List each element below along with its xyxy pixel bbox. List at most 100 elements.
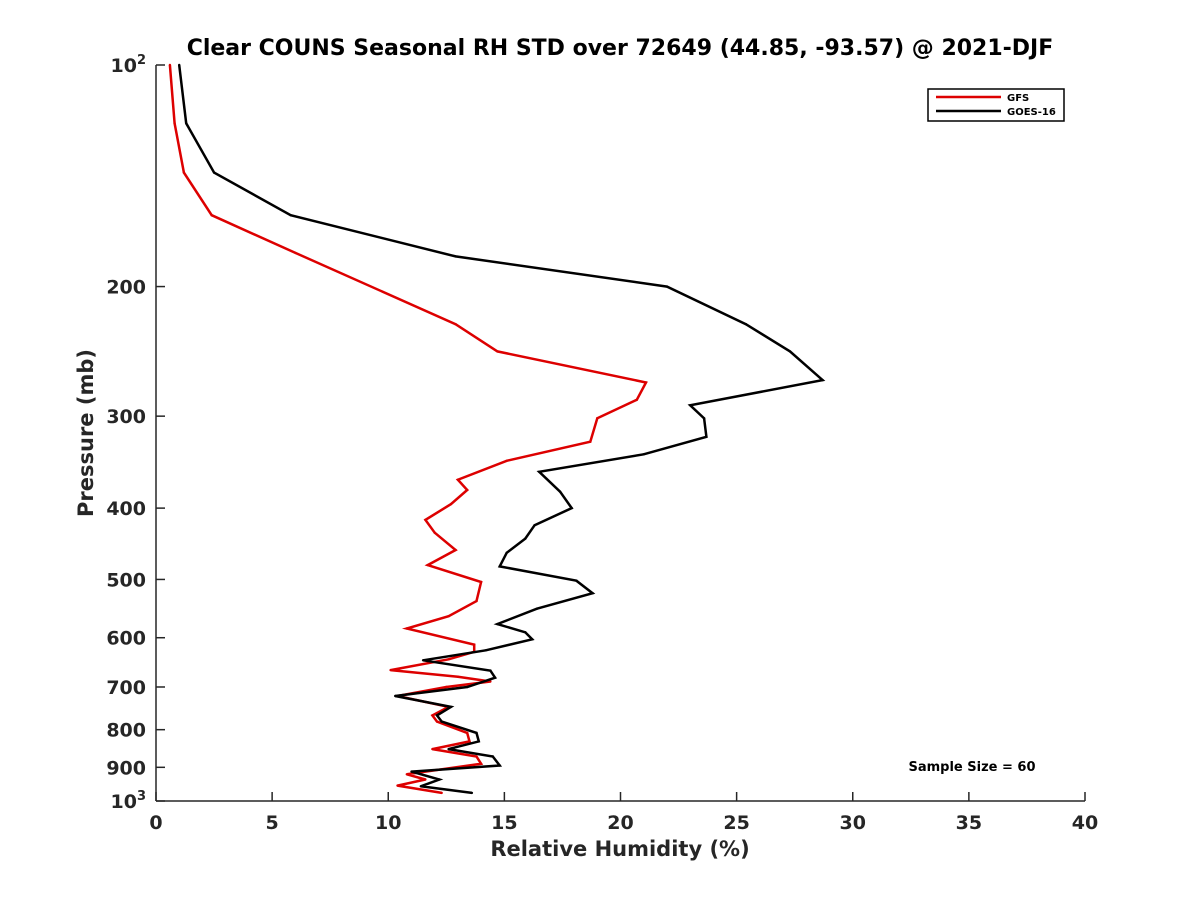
y-tick-label: 400: [106, 498, 146, 520]
x-tick-label: 5: [266, 812, 279, 834]
y-tick-label: 500: [106, 569, 146, 591]
data-point-goes-16: [394, 694, 397, 698]
data-point-goes-16: [489, 669, 492, 672]
data-point-goes-16: [496, 622, 499, 626]
data-point-goes-16: [493, 676, 497, 679]
data-point-gfs: [424, 518, 427, 522]
data-point-gfs: [435, 720, 439, 723]
data-point-gfs: [447, 658, 450, 661]
data-point-goes-16: [705, 435, 708, 438]
data-point-gfs: [431, 714, 434, 717]
data-point-gfs: [466, 731, 469, 735]
y-tick-label-exponent: 2: [137, 53, 146, 68]
data-point-goes-16: [419, 785, 422, 788]
sample-size-annotation: Sample Size = 60: [908, 760, 1035, 775]
series-layer: [168, 63, 826, 795]
x-tick-label: 40: [1072, 812, 1098, 834]
y-tick-label: 200: [106, 277, 146, 299]
data-point-goes-16: [421, 659, 425, 662]
series-line-goes-16: [177, 64, 826, 795]
data-point-gfs: [596, 417, 599, 420]
data-point-gfs: [456, 478, 460, 481]
data-point-goes-16: [744, 323, 748, 326]
x-axis-title: Relative Humidity (%): [490, 837, 749, 861]
x-ticks: 0 5 10 15 20 25 30 35 40: [149, 792, 1098, 834]
data-point-goes-16: [570, 506, 573, 510]
y-tick-label: 102: [111, 53, 147, 77]
data-point-goes-16: [470, 791, 474, 795]
data-point-gfs: [396, 784, 399, 787]
data-point-goes-16: [454, 255, 457, 258]
data-point-gfs: [294, 251, 297, 255]
data-point-gfs: [405, 773, 408, 776]
data-point-goes-16: [558, 490, 562, 493]
data-point-gfs: [447, 615, 450, 618]
data-point-goes-16: [702, 417, 706, 420]
data-point-gfs: [440, 791, 443, 795]
legend-label-goes-16: GOES-16: [1007, 107, 1056, 118]
x-tick-label: 15: [491, 812, 517, 834]
data-point-goes-16: [535, 607, 539, 610]
data-point-goes-16: [410, 770, 413, 773]
data-point-goes-16: [689, 404, 692, 407]
y-axis-title: Pressure (mb): [74, 349, 98, 517]
data-point-goes-16: [665, 285, 669, 288]
data-point-goes-16: [821, 378, 824, 382]
data-point-gfs: [182, 171, 186, 174]
chart-title: Clear COUNS Seasonal RH STD over 72649 (…: [187, 36, 1054, 61]
data-point-goes-16: [447, 747, 450, 751]
data-point-gfs: [475, 599, 478, 603]
legend-label-gfs: GFS: [1007, 93, 1029, 104]
data-point-goes-16: [466, 685, 469, 689]
data-point-gfs: [468, 740, 471, 743]
y-tick-label-base: 10: [111, 791, 137, 813]
data-point-gfs: [475, 755, 478, 758]
data-point-goes-16: [178, 63, 181, 67]
data-point-gfs: [473, 643, 476, 646]
data-point-gfs: [505, 459, 508, 462]
data-point-gfs: [635, 398, 638, 401]
data-point-goes-16: [524, 537, 527, 540]
data-point-gfs: [644, 381, 648, 384]
data-point-goes-16: [591, 592, 594, 595]
data-point-gfs: [445, 685, 448, 689]
data-point-goes-16: [575, 579, 578, 582]
data-point-gfs: [449, 502, 453, 506]
data-point-gfs: [173, 122, 176, 125]
y-tick-label-base: 10: [111, 55, 137, 77]
data-point-gfs: [454, 548, 457, 552]
legend: GFS GOES-16: [927, 88, 1065, 122]
data-point-gfs: [479, 762, 483, 765]
data-point-goes-16: [531, 638, 534, 641]
x-tick-label: 10: [375, 812, 401, 834]
data-point-goes-16: [435, 714, 439, 717]
data-point-gfs: [389, 668, 392, 672]
data-point-gfs: [210, 214, 213, 217]
legend-box: [927, 88, 1065, 122]
data-point-goes-16: [484, 649, 487, 652]
x-tick-label: 0: [149, 812, 162, 834]
data-point-gfs: [168, 63, 172, 67]
data-point-goes-16: [491, 755, 494, 758]
data-point-gfs: [426, 563, 429, 567]
data-point-goes-16: [440, 720, 443, 723]
x-tick-label: 30: [840, 812, 866, 834]
x-tick-label: 25: [723, 812, 749, 834]
data-point-goes-16: [438, 778, 441, 781]
data-point-gfs: [433, 531, 436, 534]
data-point-goes-16: [185, 122, 188, 125]
data-point-goes-16: [498, 764, 501, 767]
x-tick-label: 20: [607, 812, 633, 834]
data-point-goes-16: [533, 524, 536, 527]
data-point-goes-16: [212, 171, 216, 174]
data-point-goes-16: [477, 740, 480, 743]
y-tick-label: 900: [106, 757, 146, 779]
y-tick-label-exponent: 3: [137, 789, 146, 804]
data-point-goes-16: [498, 565, 501, 568]
y-tick-label: 103: [111, 789, 147, 813]
data-point-gfs: [454, 323, 457, 326]
y-tick-label: 300: [106, 406, 146, 428]
y-tick-label: 600: [106, 628, 146, 650]
data-point-gfs: [431, 747, 434, 751]
